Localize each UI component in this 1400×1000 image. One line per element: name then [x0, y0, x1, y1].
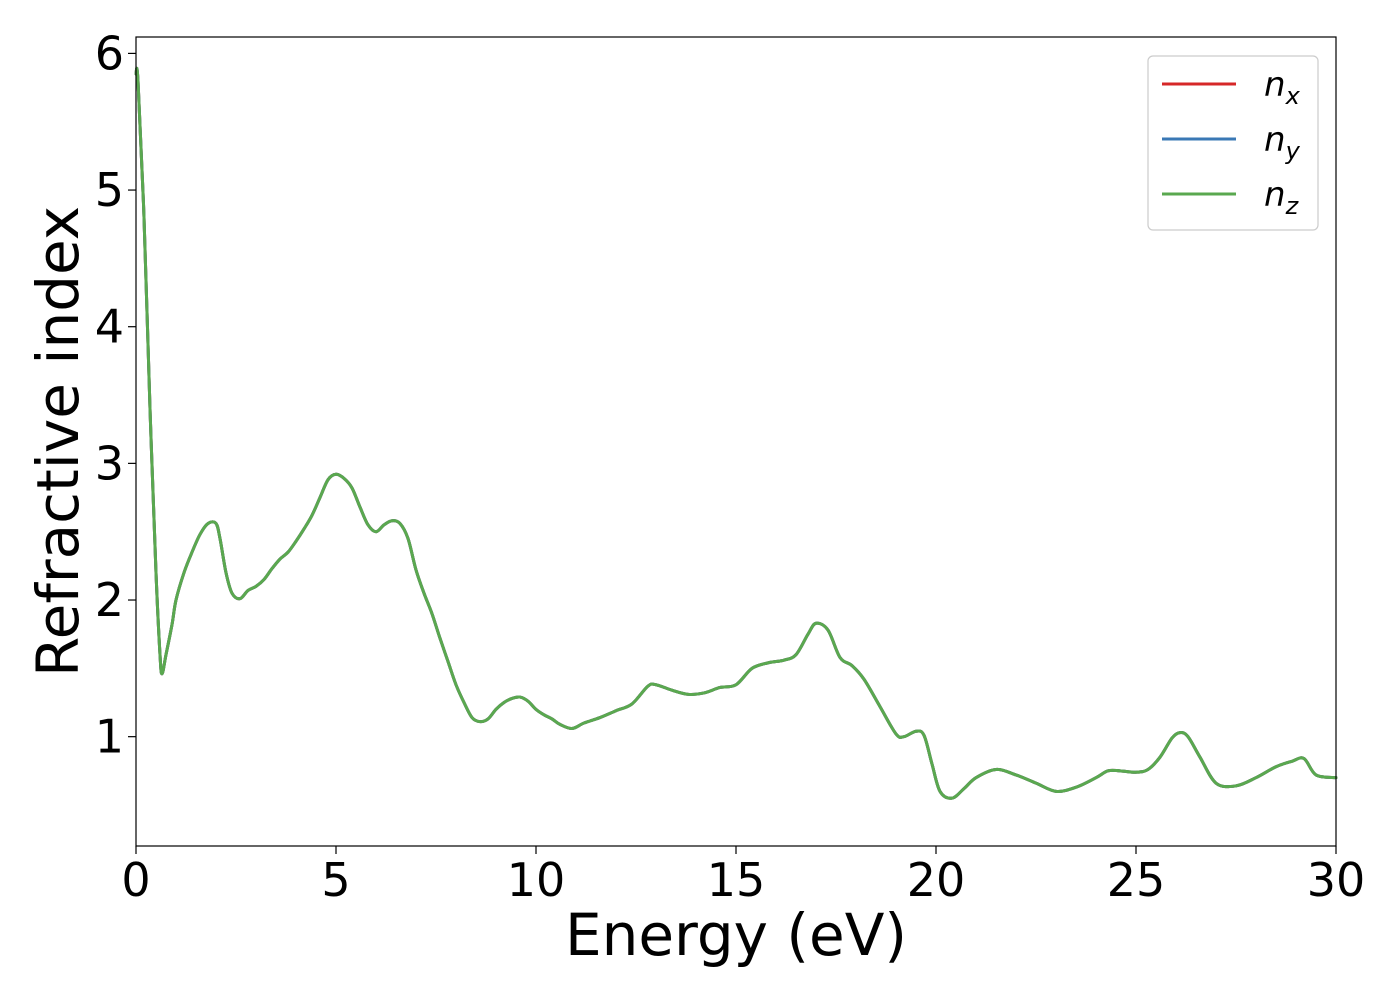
axis-ticks: 0 5 10 15 20 25 30 1 2 3 4 5 6 — [95, 26, 1366, 907]
y-tick-label: 4 — [95, 300, 124, 354]
y-tick-label: 6 — [95, 26, 124, 80]
x-tick-label: 30 — [1307, 853, 1366, 907]
x-axis-title: Energy (eV) — [565, 901, 907, 969]
y-tick-label: 5 — [95, 163, 124, 217]
legend-label-subscript: x — [1285, 82, 1301, 110]
legend-label-subscript: y — [1285, 137, 1301, 165]
x-tick-label: 20 — [907, 853, 966, 907]
x-tick-label: 0 — [121, 853, 150, 907]
x-tick-label: 15 — [707, 853, 766, 907]
legend-label-subscript: z — [1285, 192, 1300, 220]
series-line-z — [134, 66, 1338, 800]
x-tick-label: 25 — [1107, 853, 1166, 907]
legend-box — [1147, 55, 1319, 231]
legend-label-base: n — [1264, 120, 1286, 160]
y-tick-label: 2 — [95, 573, 124, 627]
legend-label-z: nz — [1264, 175, 1300, 220]
y-tick-label: 3 — [95, 436, 124, 490]
x-tick-label: 5 — [321, 853, 350, 907]
y-tick-label: 1 — [95, 710, 124, 764]
x-tick-label: 10 — [507, 853, 566, 907]
y-axis-title: Refractive index — [24, 206, 92, 677]
legend-label-base: n — [1264, 65, 1286, 105]
legend-label-y: ny — [1264, 120, 1301, 165]
series-layer — [134, 66, 1338, 800]
legend-label-x: nx — [1264, 65, 1301, 110]
legend-label-base: n — [1264, 175, 1286, 215]
